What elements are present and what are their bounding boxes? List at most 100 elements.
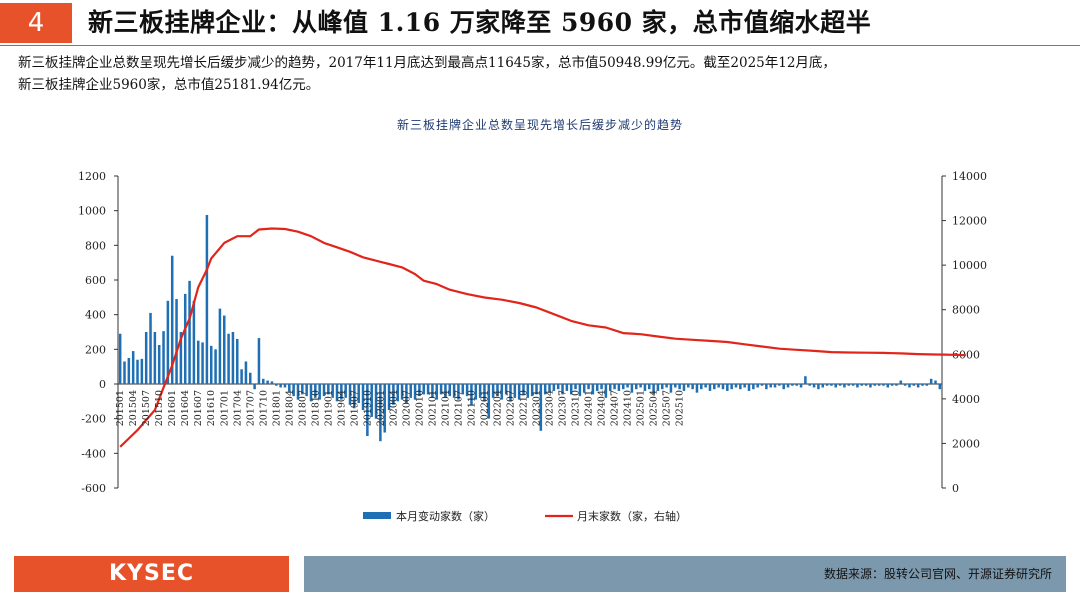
bar — [196, 340, 200, 384]
bar — [522, 384, 525, 395]
bar — [639, 384, 642, 388]
bar — [183, 293, 187, 384]
series-line-total-companies — [119, 227, 966, 448]
bar — [387, 384, 391, 410]
bar — [222, 315, 226, 384]
bar — [669, 384, 673, 393]
bar — [513, 384, 517, 398]
bar — [713, 384, 716, 390]
bar — [344, 384, 347, 398]
bar — [418, 384, 421, 397]
bar — [812, 384, 816, 388]
x-tick-label: 202007 — [401, 390, 412, 426]
bar — [808, 384, 811, 386]
legend-swatch-bar — [363, 512, 391, 519]
bar — [786, 384, 790, 388]
bar — [799, 384, 803, 388]
bar — [305, 384, 308, 397]
bar — [769, 384, 772, 388]
bar — [465, 384, 469, 397]
bar — [613, 384, 616, 390]
bar — [457, 384, 460, 400]
x-tick-label: 202110 — [466, 390, 477, 426]
footer-bar: 数据来源：股转公司官网、开源证券研究所 — [304, 556, 1066, 592]
x-tick-label: 201701 — [219, 390, 230, 426]
x-tick-label: 201907 — [349, 390, 360, 426]
x-tick-label: 201910 — [362, 390, 373, 426]
bar — [374, 384, 378, 419]
bar — [296, 384, 300, 400]
bar — [214, 349, 217, 384]
bar — [483, 384, 486, 402]
bar — [890, 384, 894, 386]
bar — [162, 331, 165, 384]
bar — [444, 384, 447, 398]
bar — [136, 359, 139, 384]
bar — [756, 384, 759, 388]
x-tick-label: 202307 — [558, 390, 569, 426]
bar — [496, 384, 499, 397]
bar — [704, 384, 707, 388]
bar — [396, 384, 399, 402]
bar — [123, 361, 126, 384]
bar — [270, 381, 274, 384]
bar — [895, 384, 898, 386]
x-tick-label: 201810 — [310, 390, 321, 426]
bar — [283, 384, 287, 388]
left-tick-label: 1000 — [78, 205, 106, 218]
bar — [335, 384, 339, 402]
kysec-logo: KYSEC — [14, 556, 289, 592]
bar — [118, 333, 122, 384]
bar — [517, 384, 521, 400]
bar — [257, 338, 261, 384]
left-tick-label: 200 — [85, 343, 106, 356]
left-tick-label: -400 — [81, 447, 106, 460]
x-tick-label: 201607 — [193, 390, 204, 426]
bar — [665, 384, 668, 388]
x-tick-label: 202404 — [597, 390, 608, 426]
bar — [652, 384, 655, 395]
bar — [357, 384, 360, 404]
x-tick-label: 201801 — [271, 390, 282, 426]
bar — [231, 332, 235, 384]
x-tick-label: 202210 — [518, 390, 529, 426]
bar — [687, 384, 690, 388]
bar — [249, 372, 252, 384]
bar — [409, 384, 412, 398]
bar — [574, 384, 577, 390]
right-tick-label: 8000 — [952, 304, 980, 317]
x-tick-label: 202310 — [571, 390, 582, 426]
bar — [526, 384, 530, 398]
bar — [205, 215, 209, 384]
bar — [860, 384, 864, 386]
summary-line-1: 新三板挂牌企业总数呈现先增长后缓步减少的趋势，2017年11月底达到最高点116… — [18, 55, 836, 71]
bar — [170, 255, 174, 384]
bar — [439, 384, 443, 395]
bar — [864, 384, 868, 386]
bar — [869, 384, 872, 388]
right-tick-label: 6000 — [952, 348, 980, 361]
bar — [739, 384, 742, 390]
bar — [782, 384, 785, 390]
bar — [227, 333, 230, 384]
bar — [470, 384, 473, 405]
bar — [131, 351, 135, 384]
x-tick-label: 202207 — [505, 390, 516, 426]
bar — [500, 384, 504, 400]
bar — [643, 384, 647, 391]
x-tick-label: 201804 — [284, 390, 295, 426]
bar — [405, 384, 408, 404]
bar — [426, 384, 430, 395]
bar — [886, 384, 890, 388]
x-tick-label: 202510 — [675, 390, 686, 426]
title-divider — [0, 45, 1080, 46]
bar — [752, 384, 755, 390]
bar — [275, 384, 278, 386]
x-tick-label: 201610 — [206, 390, 217, 426]
bar — [626, 384, 629, 388]
data-source: 数据来源：股转公司官网、开源证券研究所 — [823, 567, 1052, 581]
bar — [309, 384, 313, 402]
x-tick-label: 201807 — [297, 390, 308, 426]
bar — [830, 384, 833, 386]
bar — [236, 338, 239, 384]
